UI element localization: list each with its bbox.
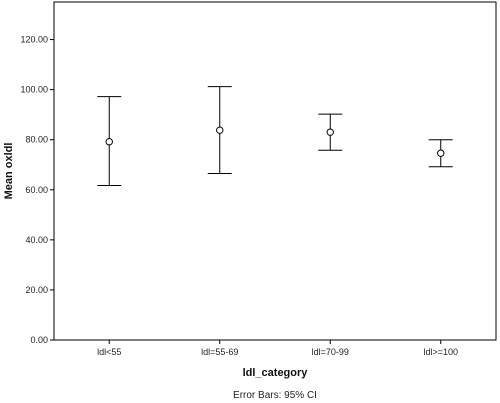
x-tick-label: ldl<55 — [97, 347, 121, 357]
y-tick-label: 60.00 — [25, 185, 48, 195]
y-tick-label: 40.00 — [25, 235, 48, 245]
plot-area — [53, 1, 497, 341]
y-tick-label: 0.00 — [30, 335, 48, 345]
x-axis-title: ldl_category — [243, 367, 309, 379]
mean-point — [437, 149, 445, 157]
x-tick-label: ldl=70-99 — [312, 347, 349, 357]
x-tick-label: ldl>=100 — [423, 347, 458, 357]
error-bars — [97, 86, 453, 187]
y-tick-label: 120.00 — [20, 35, 48, 45]
y-tick-label: 100.00 — [20, 85, 48, 95]
x-tick-label: ldl=55-69 — [201, 347, 238, 357]
y-tick-label: 80.00 — [25, 135, 48, 145]
y-axis-title: Mean oxldl — [3, 143, 15, 200]
mean-point — [105, 138, 113, 146]
mean-point — [216, 126, 224, 134]
y-tick-label: 20.00 — [25, 285, 48, 295]
y-axis: 0.00 20.00 40.00 60.00 80.00 100.00 120.00 — [20, 35, 54, 345]
mean-point — [326, 128, 334, 136]
footnote: Error Bars: 95% CI — [233, 390, 317, 401]
x-axis: ldl<55 ldl=55-69 ldl=70-99 ldl>=100 — [97, 340, 458, 357]
